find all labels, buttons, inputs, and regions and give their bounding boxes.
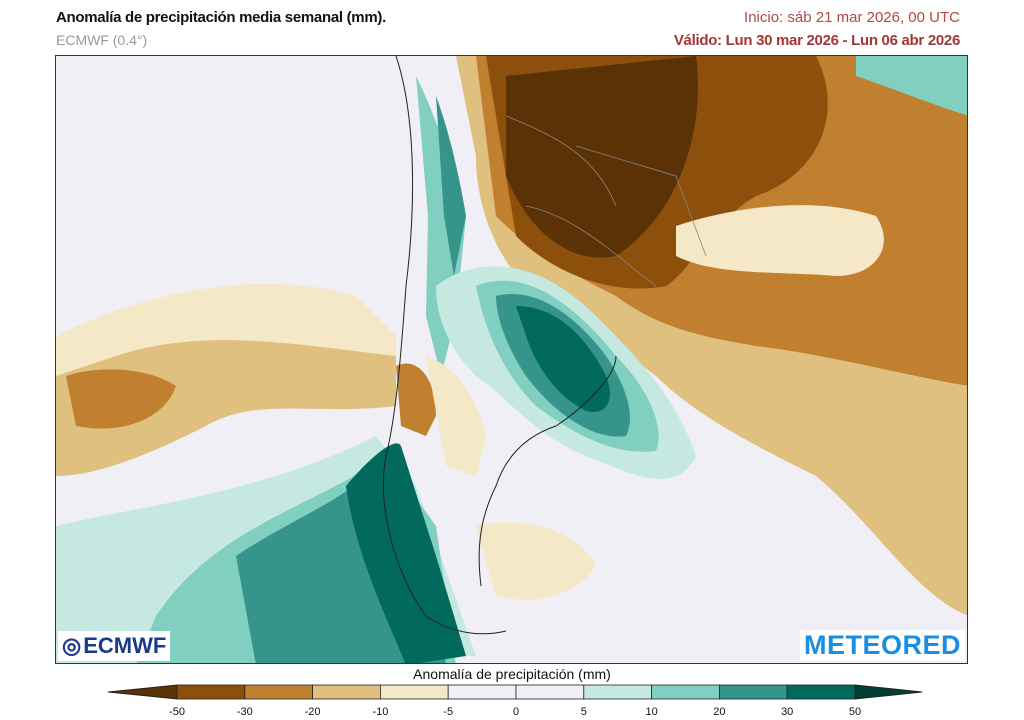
colorbar-segment — [786, 684, 856, 700]
ecmwf-logo: ◎ ECMWF — [58, 631, 171, 661]
colorbar-tick-label: 5 — [580, 706, 587, 718]
init-time: Inicio: sáb 21 mar 2026, 00 UTC — [744, 9, 960, 26]
colorbar-tick-label: -10 — [372, 706, 389, 718]
meteored-logo: METEORED — [799, 630, 965, 661]
colorbar-tick-label: -50 — [169, 706, 185, 718]
colorbar-segment — [651, 684, 720, 700]
colorbar-tick-label: 20 — [713, 706, 726, 718]
colorbar-segment — [176, 684, 246, 700]
colorbar-segment — [244, 684, 314, 700]
colorbar-segment — [379, 684, 449, 700]
colorbar-tick-label: -5 — [443, 706, 454, 718]
precipitation-anomaly-map: ◎ ECMWF METEORED — [55, 55, 968, 664]
ecmwf-emblem-icon: ◎ — [62, 633, 82, 658]
colorbar-arrow-high — [854, 684, 923, 700]
colorbar-tick-label: 50 — [848, 706, 862, 718]
ecmwf-logo-text: ECMWF — [83, 633, 167, 658]
colorbar-tick-label: -20 — [304, 706, 321, 718]
colorbar-tick-label: 30 — [781, 706, 794, 718]
colorbar-segment — [447, 684, 517, 700]
model-label: ECMWF (0.4°) — [56, 32, 148, 48]
colorbar — [107, 684, 923, 700]
colorbar-segment — [312, 684, 381, 700]
colorbar-arrow-low — [107, 684, 178, 700]
colorbar-tick-label: -30 — [236, 706, 253, 718]
coastline — [382, 56, 617, 635]
colorbar-tick-label: 10 — [645, 706, 658, 718]
map-title: Anomalía de precipitación media semanal … — [56, 9, 386, 26]
colorbar-title: Anomalía de precipitación (mm) — [413, 666, 611, 682]
borders — [505, 115, 707, 287]
colorbar-segment — [515, 684, 585, 700]
colorbar-segment — [583, 684, 652, 700]
valid-period: Válido: Lun 30 mar 2026 - Lun 06 abr 202… — [673, 32, 960, 49]
colorbar-segment — [719, 684, 788, 700]
colorbar-tick-label: 0 — [512, 706, 520, 718]
anomaly-field — [56, 56, 967, 663]
